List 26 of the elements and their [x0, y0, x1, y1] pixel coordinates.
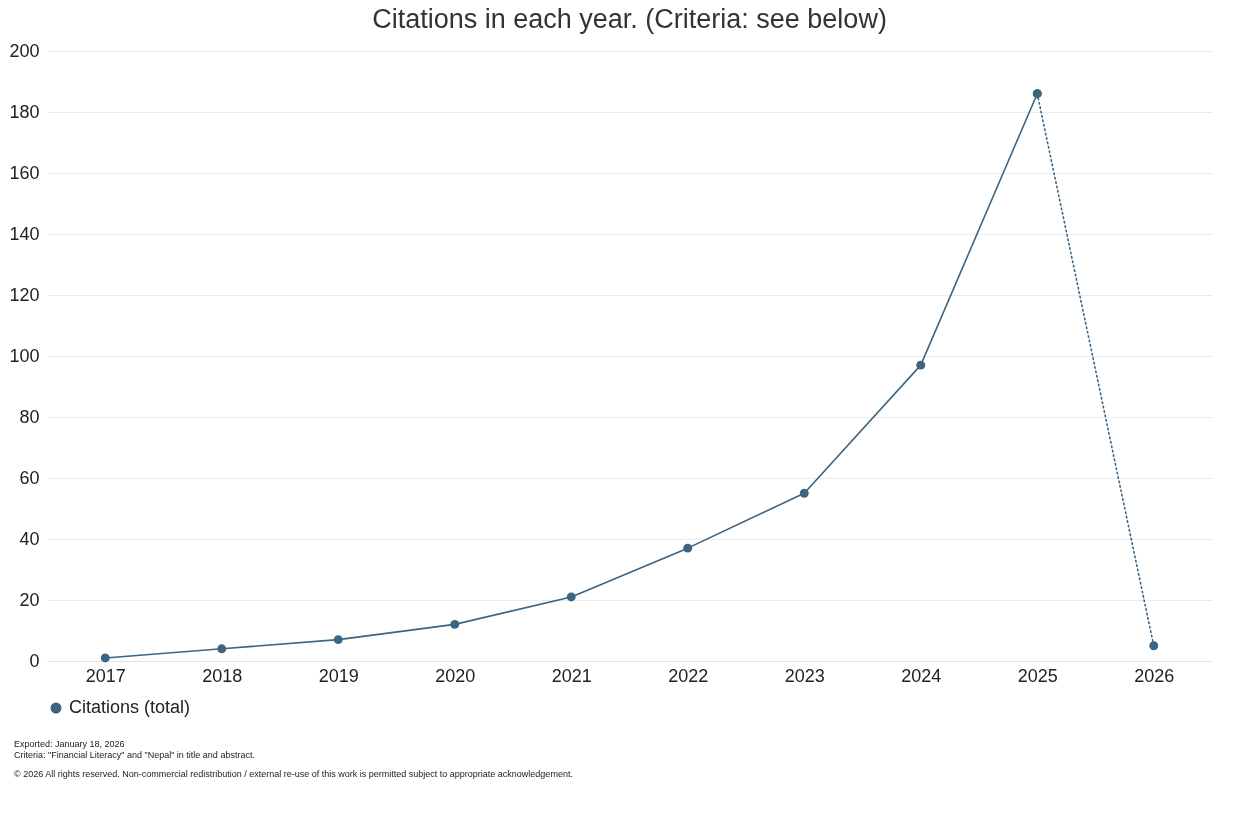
x-tick-label: 2021 [551, 665, 592, 686]
y-tick-label: 120 [9, 284, 40, 305]
y-tick-label: 60 [19, 467, 40, 488]
y-tick-label: 0 [29, 650, 40, 671]
y-tick-label: 40 [19, 528, 40, 549]
chart-title: Citations in each year. (Criteria: see below) [372, 4, 887, 34]
x-tick-label: 2024 [901, 665, 942, 686]
y-tick-label: 140 [9, 223, 40, 244]
y-tick-label: 80 [19, 406, 40, 427]
y-tick-label: 180 [9, 101, 40, 122]
x-tick-label: 2019 [318, 665, 359, 686]
y-tick-label: 20 [19, 589, 40, 610]
x-tick-label: 2018 [202, 665, 243, 686]
x-tick-label: 2017 [85, 665, 126, 686]
x-tick-label: 2022 [668, 665, 709, 686]
legend-label: Citations (total) [69, 697, 191, 717]
x-tick-label: 2020 [435, 665, 476, 686]
text: © 2026 All rights reserved. Non-commercial redistribution / external re-use of this work is permitted subject to appropriate acknowledgement. [14, 769, 574, 780]
y-tick-label: 200 [9, 40, 40, 61]
x-tick-label: 2025 [1017, 665, 1058, 686]
y-tick-label: 160 [9, 162, 40, 183]
x-tick-label: 2023 [784, 665, 825, 686]
text: Exported: January 18, 2026 [14, 739, 126, 750]
y-tick-label: 100 [9, 345, 40, 366]
text: Criteria: "Financial Literacy" and "Nepal" in title and abstract. [14, 750, 256, 761]
x-tick-label: 2026 [1134, 665, 1175, 686]
